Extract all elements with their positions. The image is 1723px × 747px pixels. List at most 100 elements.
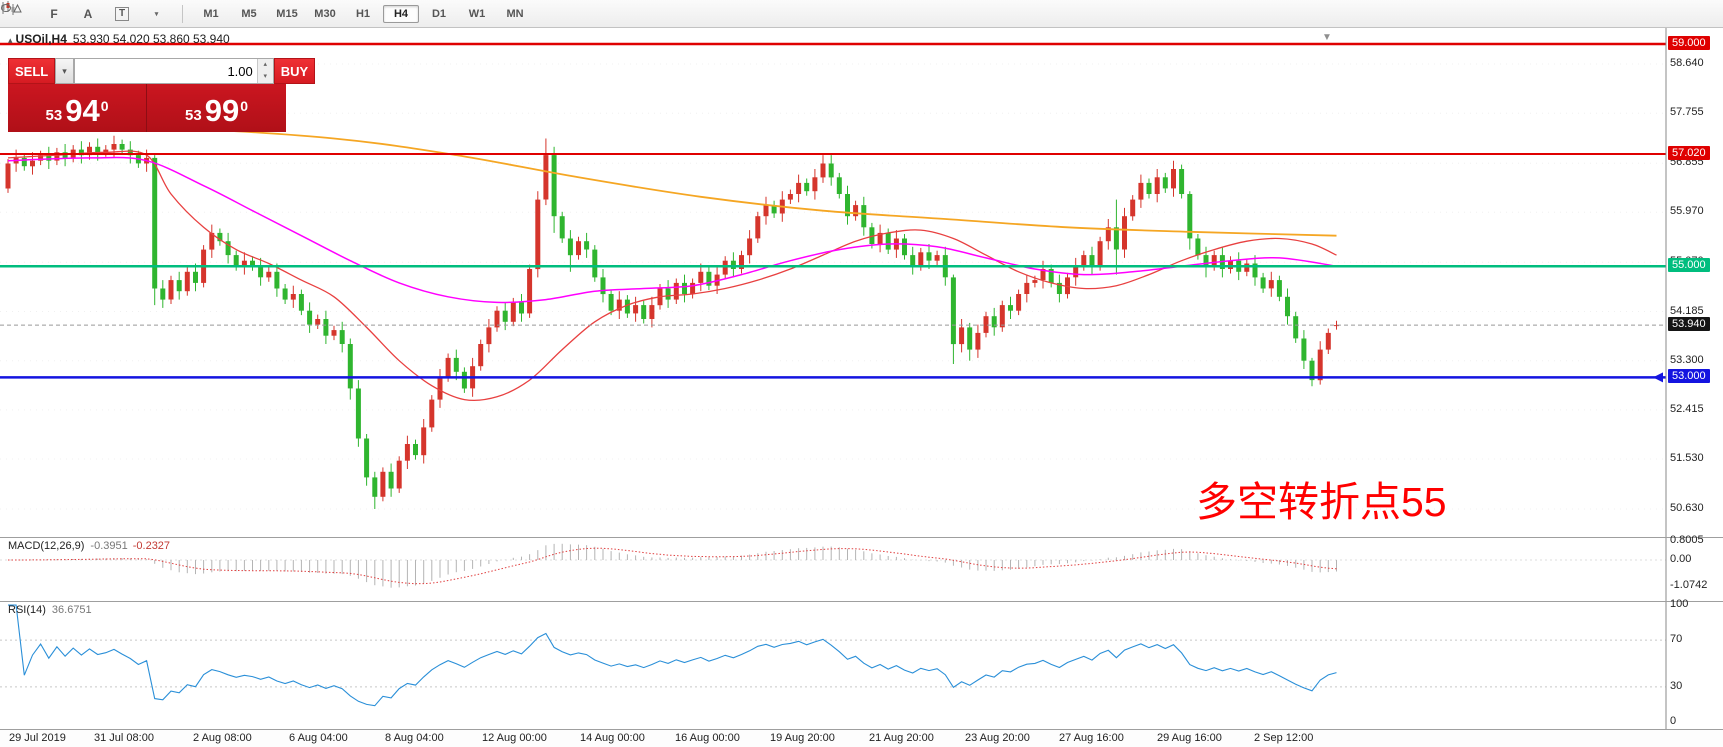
timeframe-h1[interactable]: H1 xyxy=(355,7,371,20)
ask-pips: 99 xyxy=(204,93,240,128)
time-axis-label: 2 Sep 12:00 xyxy=(1254,732,1314,744)
chart-ohlc-values: 53.930 54.020 53.860 53.940 xyxy=(72,32,230,46)
bid-price-display[interactable]: 53 94 0 xyxy=(8,84,147,132)
chart-ohlc-header: ▴ USOil,H4 53.930 54.020 53.860 53.940 xyxy=(8,32,230,46)
time-axis-label: 8 Aug 04:00 xyxy=(385,732,444,744)
price-badge-59.000: 59.000 xyxy=(1668,35,1710,50)
volume-dropdown-button[interactable]: ▾ xyxy=(55,58,74,84)
ask-price-display[interactable]: 53 99 0 xyxy=(147,84,286,132)
rsi-line xyxy=(8,604,1337,707)
rsi-indicator-pane[interactable]: RSI(14) 36.6751 100 70 30 0 xyxy=(0,598,1723,729)
timeframe-m15[interactable]: M15 xyxy=(276,7,298,20)
rsi-label: RSI(14) xyxy=(8,604,46,616)
candles-layer xyxy=(5,135,1339,509)
sell-button[interactable]: SELL xyxy=(8,58,56,84)
price-axis-label: 55.970 xyxy=(1670,205,1704,218)
time-axis-label: 29 Jul 2019 xyxy=(9,732,66,744)
price-axis-label: 51.530 xyxy=(1670,452,1704,465)
rsi-axis-label: 70 xyxy=(1670,633,1683,646)
macd-header: MACD(12,26,9) -0.3951 -0.2327 xyxy=(8,540,170,552)
chart-toolbar: F A T ▾ M1 M5 M15 M30 H1 H4 D1 W1 MN xyxy=(0,0,1723,28)
ask-int: 53 xyxy=(185,107,202,124)
time-axis-label: 6 Aug 04:00 xyxy=(289,732,348,744)
volume-input[interactable] xyxy=(74,59,257,83)
timeframe-mn[interactable]: MN xyxy=(506,7,524,20)
bid-pips: 94 xyxy=(65,93,100,128)
chart-symbol-label: USOil,H4 xyxy=(15,32,67,46)
time-axis-label: 29 Aug 16:00 xyxy=(1157,732,1222,744)
timeframe-d1[interactable]: D1 xyxy=(431,7,447,20)
chart-window: ▴ USOil,H4 53.930 54.020 53.860 53.940 ▼ S… xyxy=(0,28,1723,747)
macd-label: MACD(12,26,9) xyxy=(8,540,85,552)
timeframe-w1[interactable]: W1 xyxy=(468,7,486,20)
macd-signal-value: -0.2327 xyxy=(132,540,171,552)
macd-signal-line xyxy=(8,547,1337,585)
ma-red-line xyxy=(7,150,1337,402)
ma-magenta-line xyxy=(7,156,1337,304)
shapes-icon[interactable]: ▾ xyxy=(1,3,166,23)
time-axis-label: 2 Aug 08:00 xyxy=(193,732,252,744)
timeframe-m1[interactable]: M1 xyxy=(203,7,219,20)
rsi-axis-label: 100 xyxy=(1670,598,1689,610)
price-axis-label: 52.415 xyxy=(1670,402,1704,415)
fibonacci-lines-icon[interactable]: F xyxy=(50,6,58,21)
volume-decrease-button[interactable]: ▾ xyxy=(257,71,273,83)
time-axis-label: 23 Aug 20:00 xyxy=(965,732,1030,744)
price-axis-label: 58.640 xyxy=(1670,57,1704,69)
price-badge-53.940: 53.940 xyxy=(1668,317,1710,332)
timeframe-m30[interactable]: M30 xyxy=(314,7,336,20)
main-price-pane[interactable]: ▴ USOil,H4 53.930 54.020 53.860 53.940 ▼ S… xyxy=(0,28,1723,537)
timeframe-buttons-group: M1 M5 M15 M30 H1 H4 D1 W1 MN xyxy=(193,4,533,23)
price-badge-53.000: 53.000 xyxy=(1668,369,1710,384)
price-badge-57.020: 57.020 xyxy=(1668,146,1710,160)
time-axis[interactable]: 29 Jul 2019 31 Jul 08:00 2 Aug 08:00 6 Aug … xyxy=(0,729,1723,747)
rsi-header: RSI(14) 36.6751 xyxy=(8,604,92,616)
ma-orange-line xyxy=(7,119,1337,237)
rsi-axis-label: 0 xyxy=(1670,715,1677,727)
macd-main-value: -0.3951 xyxy=(90,540,128,552)
time-axis-label: 27 Aug 16:00 xyxy=(1059,732,1124,744)
text-box-icon[interactable]: T xyxy=(112,5,132,23)
macd-histogram xyxy=(15,543,1337,588)
time-axis-label: 31 Jul 08:00 xyxy=(94,732,154,744)
rsi-value: 36.6751 xyxy=(51,604,92,616)
bid-frac: 0 xyxy=(100,98,109,114)
rsi-axis-label: 30 xyxy=(1670,679,1683,692)
chart-shift-marker-icon: ▼ xyxy=(1322,32,1332,43)
chart-candles-icon[interactable] xyxy=(1,1,30,23)
price-axis-label: 53.300 xyxy=(1670,353,1704,366)
price-badge-55.000: 55.000 xyxy=(1668,258,1710,273)
toolbar-separator xyxy=(182,4,183,23)
price-axis-label: 50.630 xyxy=(1670,502,1704,515)
volume-field: ▴ ▾ xyxy=(73,58,274,84)
time-axis-label: 12 Aug 00:00 xyxy=(482,732,547,744)
bid-int: 53 xyxy=(45,107,63,124)
hline-arrow-icon xyxy=(1653,372,1663,383)
buy-button[interactable]: BUY xyxy=(273,58,316,84)
timeframe-m5[interactable]: M5 xyxy=(241,7,257,20)
volume-increase-button[interactable]: ▴ xyxy=(257,59,273,71)
text-annotation-icon[interactable]: A xyxy=(83,6,93,21)
trade-controls-row: SELL ▾ ▴ ▾ BUY xyxy=(8,58,316,84)
macd-canvas[interactable] xyxy=(0,538,1723,601)
ask-frac: 0 xyxy=(240,98,248,114)
macd-axis-label: 0.00 xyxy=(1670,553,1692,565)
chart-text-annotation: 多空转折点55 xyxy=(1196,479,1447,525)
time-axis-label: 16 Aug 00:00 xyxy=(675,732,740,744)
quotes-row: 53 94 0 53 99 0 xyxy=(8,84,286,132)
price-axis-label: 57.755 xyxy=(1670,106,1704,119)
symbol-marker-icon: ▴ xyxy=(8,35,13,45)
time-axis-label: 21 Aug 20:00 xyxy=(869,732,934,744)
price-chart-canvas[interactable] xyxy=(0,28,1723,537)
price-axis-label: 54.185 xyxy=(1670,304,1704,317)
rsi-canvas[interactable] xyxy=(0,602,1723,729)
time-axis-label: 19 Aug 20:00 xyxy=(770,732,835,744)
macd-axis-label: 0.8005 xyxy=(1670,533,1704,546)
macd-indicator-pane[interactable]: MACD(12,26,9) -0.3951 -0.2327 0.8005 0.00 -1… xyxy=(0,533,1723,601)
volume-spinner: ▴ ▾ xyxy=(256,59,273,83)
timeframe-h4[interactable]: H4 xyxy=(383,4,419,23)
time-axis-label: 14 Aug 00:00 xyxy=(580,732,645,744)
drawing-tools-group: F A T ▾ xyxy=(0,1,166,23)
